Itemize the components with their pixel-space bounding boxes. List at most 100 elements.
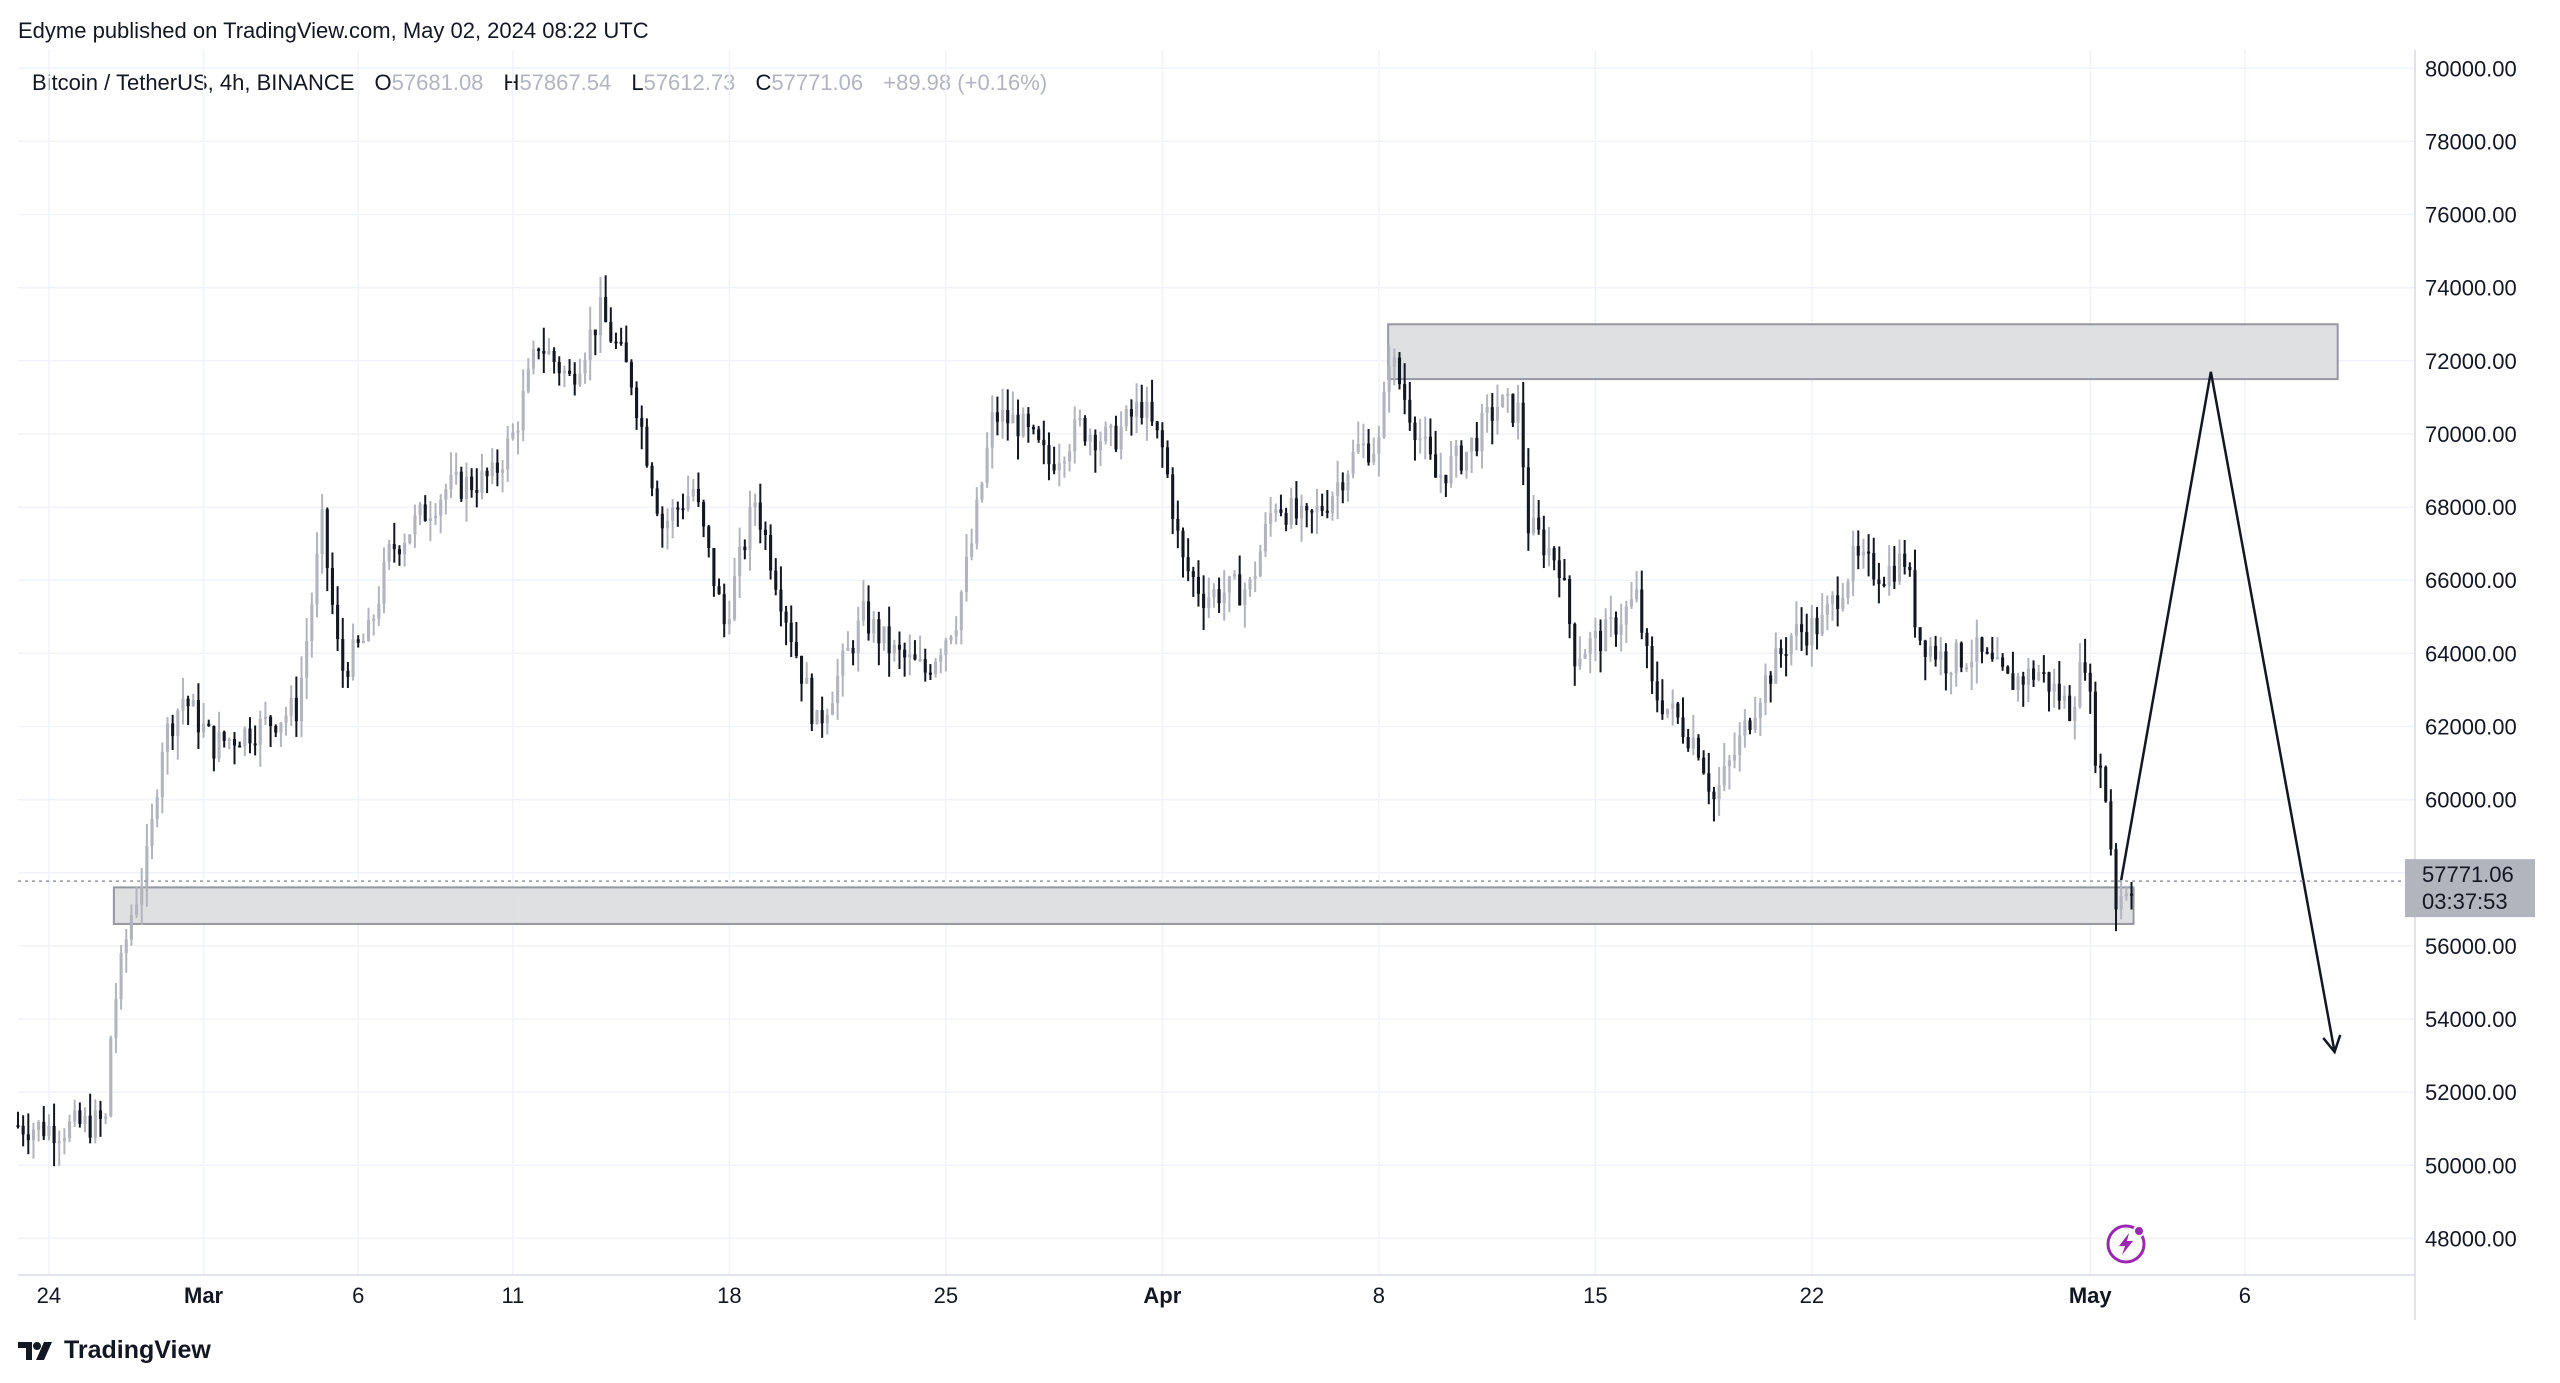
projection-path[interactable] [2121,372,2334,1052]
candle-body [32,1130,35,1141]
y-axis[interactable]: 80000.00 78000.00 76000.00 74000.00 72000.00… [2425,56,2517,1251]
candle-body [1063,461,1066,463]
y-tick-label: 56000.00 [2425,934,2517,959]
candle-body [1341,482,1344,490]
candle-body [1279,509,1282,513]
candle-body [357,639,360,643]
candle-body [1171,474,1174,519]
candle-body [2089,673,2092,692]
support-zone[interactable] [114,887,2134,924]
candle-body [1218,589,1221,603]
candle-body [1233,574,1236,576]
candle-body [1027,414,1030,427]
candle-body [1620,625,1623,635]
candle-body [1702,758,1705,774]
candle-body [1609,617,1612,619]
candle-body [1852,546,1855,582]
candle-body [1681,717,1684,737]
candle-body [821,710,824,723]
candle-body [321,509,324,554]
candle-body [290,698,293,716]
candle-body [496,463,499,473]
candle-body [1053,464,1056,470]
candle-body [1290,498,1293,524]
candle-body [166,723,169,752]
candle-body [1269,513,1272,524]
candle-body [1398,357,1401,384]
candle-body [1563,578,1566,580]
candle-body [243,729,246,747]
candle-body [939,655,942,662]
candle-body [1073,420,1076,452]
candle-body [228,739,231,741]
x-axis[interactable]: 24 Mar 6 11 18 25 Apr 8 15 22 May 6 [37,1283,2251,1308]
candle-body [568,371,571,374]
candle-body [1764,675,1767,702]
candle-body [2130,894,2133,896]
candle-body [1156,422,1159,431]
candle-body [1109,426,1112,428]
candle-body [815,710,818,724]
candle-body [795,642,798,656]
candle-body [408,535,411,543]
candle-body [16,1125,19,1127]
lightning-icon[interactable] [2108,1226,2144,1262]
candle-body [1522,403,1525,468]
candle-body [1496,407,1499,421]
resistance-zone[interactable] [1388,324,2338,379]
candle-body [1506,394,1509,396]
candle-body [1486,407,1489,413]
candle-body [1754,718,1757,730]
candle-body [2125,894,2128,896]
candle-body [1960,643,1963,668]
candle-body [826,715,829,724]
candle-body [187,699,190,707]
candle-body [620,342,623,344]
candle-body [759,503,762,530]
candle-body [382,562,385,604]
candle-body [1867,552,1870,554]
candle-body [1810,618,1813,646]
candle-body [929,673,932,675]
candle-body [2099,766,2102,768]
candle-body [1939,651,1942,659]
candle-body [718,586,721,594]
candle-body [769,535,772,571]
candle-body [1321,506,1324,511]
y-tick-label: 72000.00 [2425,349,2517,374]
y-tick-label: 80000.00 [2425,56,2517,81]
candle-body [1151,402,1154,422]
candle-body [1831,595,1834,603]
tradingview-logo[interactable]: TradingView [18,1336,211,1365]
candle-body [738,547,741,576]
candle-body [934,662,937,674]
candle-body [898,645,901,650]
x-tick-label: Apr [1143,1283,1181,1308]
candle-body [480,471,483,493]
candle-body [315,554,318,604]
candle-body [161,752,164,797]
candle-body [1016,415,1019,437]
y-tick-label: 66000.00 [2425,568,2517,593]
candle-body [1738,736,1741,755]
candle-body [1707,773,1710,791]
candle-body [640,418,643,427]
candle-body [1748,720,1751,730]
candle-body [1223,593,1226,604]
candle-body [1996,657,1999,659]
candle-body [1357,444,1360,452]
candle-body [1419,438,1422,440]
candle-body [614,341,617,343]
candle-body [22,1126,25,1135]
projection [2121,372,2340,1052]
candle-body [1934,646,1937,660]
candle-body [53,1126,56,1143]
candle-body [563,371,566,373]
candle-body [135,905,138,915]
candle-body [1594,631,1597,638]
candle-body [181,699,184,711]
candle-body [702,502,705,526]
candle-body [326,509,329,568]
candle-body [114,999,117,1038]
